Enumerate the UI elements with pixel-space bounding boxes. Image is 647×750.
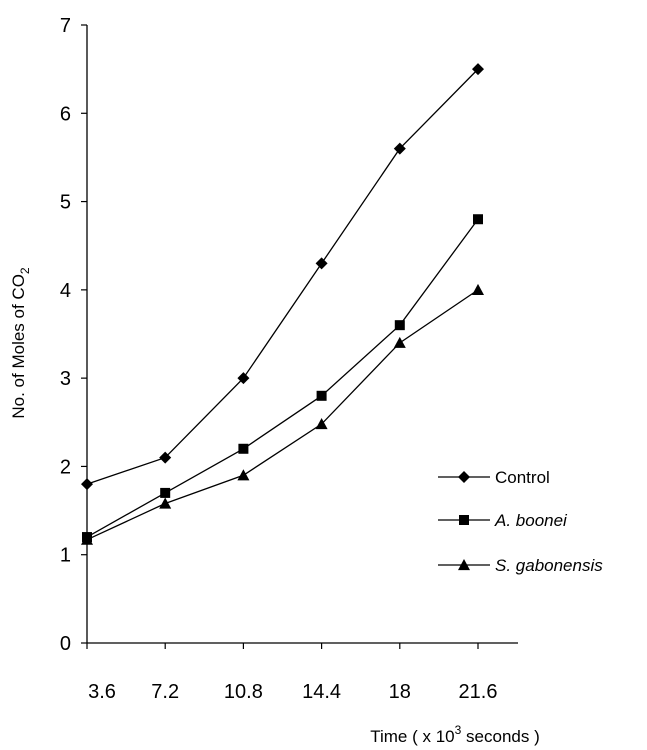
legend-label: S. gabonensis bbox=[495, 556, 603, 575]
x-axis-title-sup: 3 bbox=[455, 723, 462, 737]
y-tick-label: 6 bbox=[60, 103, 71, 125]
data-point-s-gabonensis bbox=[393, 336, 406, 348]
series-line-s-gabonensis bbox=[86, 289, 479, 541]
y-tick-label: 2 bbox=[60, 456, 71, 478]
series-s-gabonensis bbox=[81, 283, 484, 545]
x-tick-label: 7.2 bbox=[151, 681, 179, 703]
legend: Control A. boonei S. gabonensis bbox=[438, 468, 603, 575]
data-point-a-boonei bbox=[316, 390, 327, 401]
legend-item-a-boonei: A. boonei bbox=[438, 511, 568, 530]
axes: 0 1 2 3 4 5 6 7 3.6 7.2 10.8 14.4 18 21.6 bbox=[60, 15, 518, 703]
y-tick-label: 1 bbox=[60, 545, 71, 567]
data-point-s-gabonensis bbox=[315, 418, 328, 430]
data-point-a-boonei bbox=[394, 320, 405, 331]
legend-marker bbox=[458, 559, 470, 571]
x-axis-title: Time ( x 103 seconds ) bbox=[370, 723, 540, 746]
series-control bbox=[81, 63, 484, 491]
series-line-a-boonei bbox=[86, 218, 479, 538]
legend-label: Control bbox=[495, 468, 550, 487]
x-axis-title-suffix: seconds ) bbox=[461, 727, 539, 746]
data-point-control bbox=[159, 451, 172, 464]
data-point-s-gabonensis bbox=[81, 533, 93, 545]
series-a-boonei bbox=[82, 214, 483, 543]
legend-marker bbox=[459, 515, 469, 525]
data-point-s-gabonensis bbox=[237, 469, 250, 481]
x-tick-label: 3.6 bbox=[88, 681, 116, 703]
legend-marker bbox=[458, 471, 470, 483]
y-tick-label: 4 bbox=[60, 280, 71, 302]
y-tick-label: 0 bbox=[60, 633, 71, 655]
series-layer bbox=[81, 63, 484, 545]
legend-item-s-gabonensis: S. gabonensis bbox=[438, 556, 603, 575]
x-tick-label: 18 bbox=[389, 681, 411, 703]
data-point-a-boonei bbox=[473, 214, 483, 225]
data-point-control bbox=[315, 257, 328, 270]
data-point-a-boonei bbox=[160, 487, 171, 498]
data-point-s-gabonensis bbox=[159, 497, 172, 509]
data-point-control bbox=[237, 372, 250, 385]
y-tick-label: 7 bbox=[60, 15, 71, 37]
x-axis-title-prefix: Time ( x 10 bbox=[370, 727, 454, 746]
y-axis-title: No. of Moles of CO2 bbox=[9, 267, 32, 419]
x-tick-label: 10.8 bbox=[224, 681, 263, 703]
legend-item-control: Control bbox=[438, 468, 550, 487]
data-point-s-gabonensis bbox=[472, 283, 484, 295]
y-axis-title-sub: 2 bbox=[18, 267, 32, 274]
legend-label: A. boonei bbox=[494, 511, 568, 530]
data-point-a-boonei bbox=[238, 443, 249, 454]
data-point-control bbox=[393, 142, 406, 155]
data-point-control bbox=[472, 63, 484, 76]
data-point-control bbox=[81, 478, 93, 491]
y-tick-label: 3 bbox=[60, 368, 71, 390]
y-tick-label: 5 bbox=[60, 192, 71, 214]
series-line-control bbox=[86, 68, 479, 485]
x-tick-label: 14.4 bbox=[302, 681, 341, 703]
y-axis-title-main: No. of Moles of CO bbox=[9, 274, 28, 419]
x-tick-label: 21.6 bbox=[459, 681, 498, 703]
